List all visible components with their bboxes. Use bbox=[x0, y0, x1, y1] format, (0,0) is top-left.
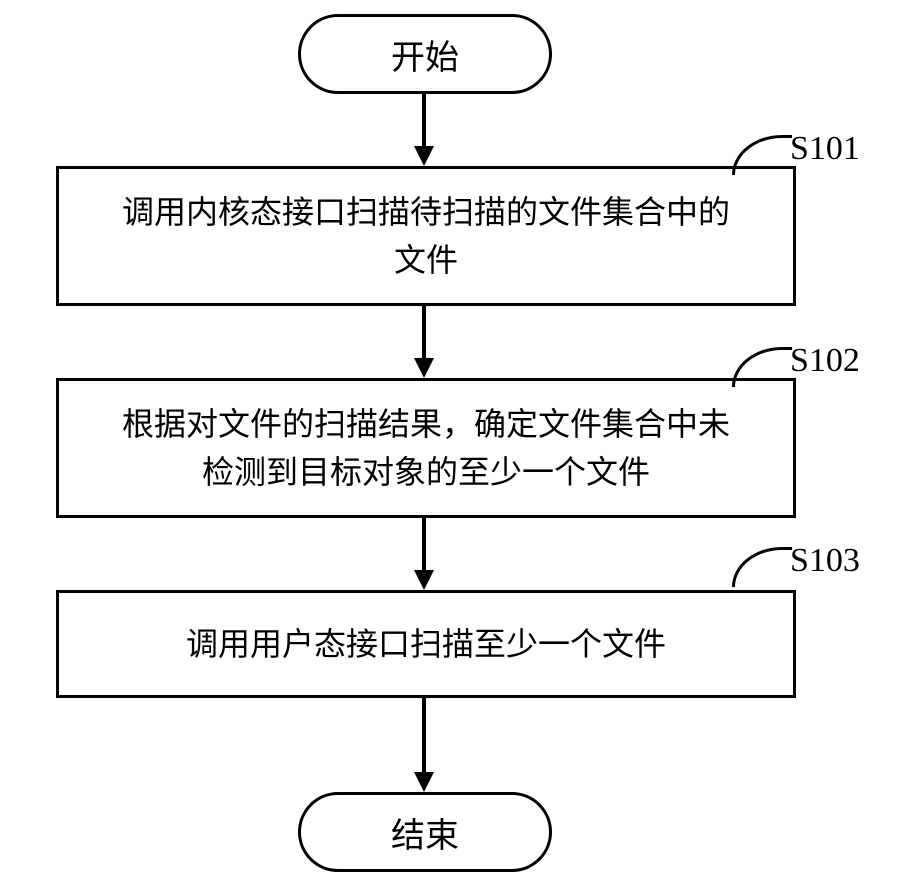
arrow-line bbox=[422, 94, 426, 146]
step-id-label: S101 bbox=[790, 130, 860, 168]
start-label: 开始 bbox=[391, 30, 459, 79]
arrow-line bbox=[422, 698, 426, 772]
process-box: 根据对文件的扫描结果，确定文件集合中未 检测到目标对象的至少一个文件 bbox=[56, 378, 796, 518]
start-terminator: 开始 bbox=[298, 14, 552, 94]
process-box: 调用内核态接口扫描待扫描的文件集合中的 文件 bbox=[56, 166, 796, 306]
arrow-head-icon bbox=[414, 570, 434, 590]
process-text: 调用用户态接口扫描至少一个文件 bbox=[186, 620, 666, 668]
arrow-head-icon bbox=[414, 146, 434, 166]
step-id-label: S103 bbox=[790, 542, 860, 580]
arrow-line bbox=[422, 518, 426, 570]
process-text: 根据对文件的扫描结果，确定文件集合中未 检测到目标对象的至少一个文件 bbox=[122, 400, 730, 496]
process-text: 调用内核态接口扫描待扫描的文件集合中的 文件 bbox=[122, 188, 730, 284]
step-label-connector bbox=[732, 547, 792, 587]
process-box: 调用用户态接口扫描至少一个文件 bbox=[56, 590, 796, 698]
end-label: 结束 bbox=[391, 808, 459, 857]
end-terminator: 结束 bbox=[298, 792, 552, 872]
step-id-label: S102 bbox=[790, 342, 860, 380]
step-label-connector bbox=[732, 347, 792, 387]
arrow-head-icon bbox=[414, 358, 434, 378]
arrow-line bbox=[422, 306, 426, 358]
arrow-head-icon bbox=[414, 772, 434, 792]
step-label-connector bbox=[732, 135, 792, 175]
